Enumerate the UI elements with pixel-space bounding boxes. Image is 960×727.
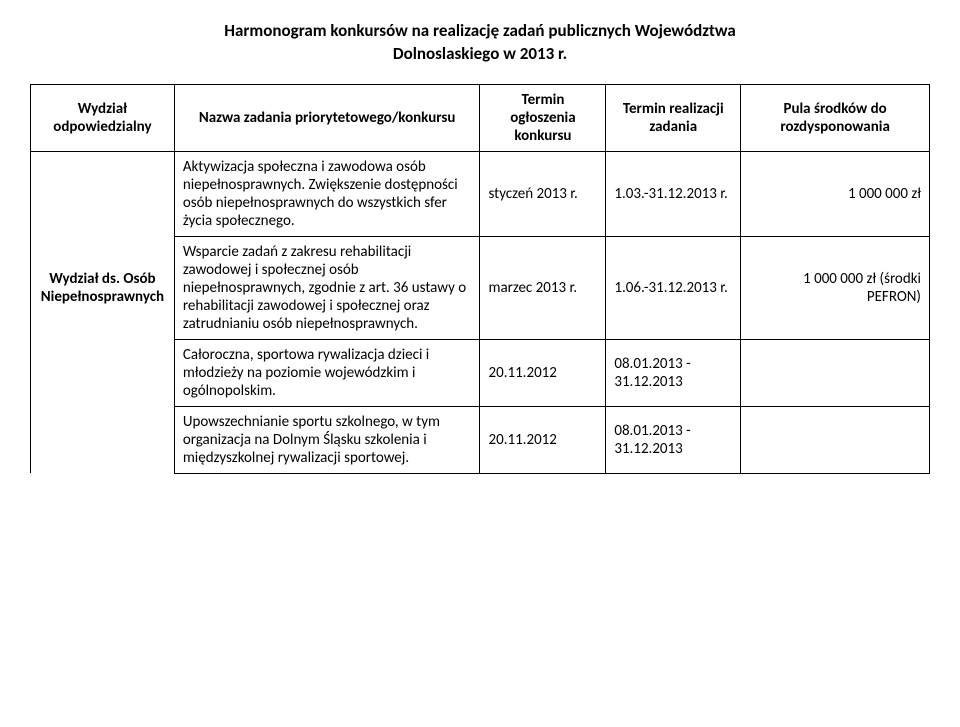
realize-cell: 08.01.2013 - 31.12.2013 <box>606 406 741 473</box>
page-title: Harmonogram konkursów na realizację zada… <box>30 20 930 66</box>
table-header-row: Wydział odpowiedzialny Nazwa zadania pri… <box>31 84 930 151</box>
header-funds: Pula środków do rozdysponowania <box>741 84 930 151</box>
table-row: Wydział ds. Osób Niepełnosprawnych Wspar… <box>31 236 930 339</box>
header-realize: Termin realizacji zadania <box>606 84 741 151</box>
funds-cell: 1 000 000 zł (środki PEFRON) <box>741 236 930 339</box>
announce-cell: marzec 2013 r. <box>480 236 606 339</box>
dept-cell: Wydział ds. Osób Niepełnosprawnych <box>31 236 175 339</box>
header-dept: Wydział odpowiedzialny <box>31 84 175 151</box>
dept-cell-blank <box>31 151 175 236</box>
realize-cell: 1.06.-31.12.2013 r. <box>606 236 741 339</box>
funds-cell <box>741 339 930 406</box>
dept-cell-blank <box>31 339 175 406</box>
realize-cell: 1.03.-31.12.2013 r. <box>606 151 741 236</box>
title-line-1: Harmonogram konkursów na realizację zada… <box>224 20 735 41</box>
dept-cell-blank <box>31 406 175 473</box>
task-cell: Wsparcie zadań z zakresu rehabilitacji z… <box>174 236 480 339</box>
task-cell: Aktywizacja społeczna i zawodowa osób ni… <box>174 151 480 236</box>
realize-cell: 08.01.2013 - 31.12.2013 <box>606 339 741 406</box>
funds-cell: 1 000 000 zł <box>741 151 930 236</box>
announce-cell: 20.11.2012 <box>480 406 606 473</box>
funds-cell <box>741 406 930 473</box>
table-row: Upowszechnianie sportu szkolnego, w tym … <box>31 406 930 473</box>
announce-cell: 20.11.2012 <box>480 339 606 406</box>
header-task: Nazwa zadania priorytetowego/konkursu <box>174 84 480 151</box>
title-line-2: Dolnoslaskiegο w 2013 r. <box>393 43 567 64</box>
announce-cell: styczeń 2013 r. <box>480 151 606 236</box>
task-cell: Całoroczna, sportowa rywalizacja dzieci … <box>174 339 480 406</box>
header-announce: Termin ogłoszenia konkursu <box>480 84 606 151</box>
schedule-table: Wydział odpowiedzialny Nazwa zadania pri… <box>30 84 930 474</box>
table-row: Aktywizacja społeczna i zawodowa osób ni… <box>31 151 930 236</box>
task-cell: Upowszechnianie sportu szkolnego, w tym … <box>174 406 480 473</box>
table-row: Całoroczna, sportowa rywalizacja dzieci … <box>31 339 930 406</box>
